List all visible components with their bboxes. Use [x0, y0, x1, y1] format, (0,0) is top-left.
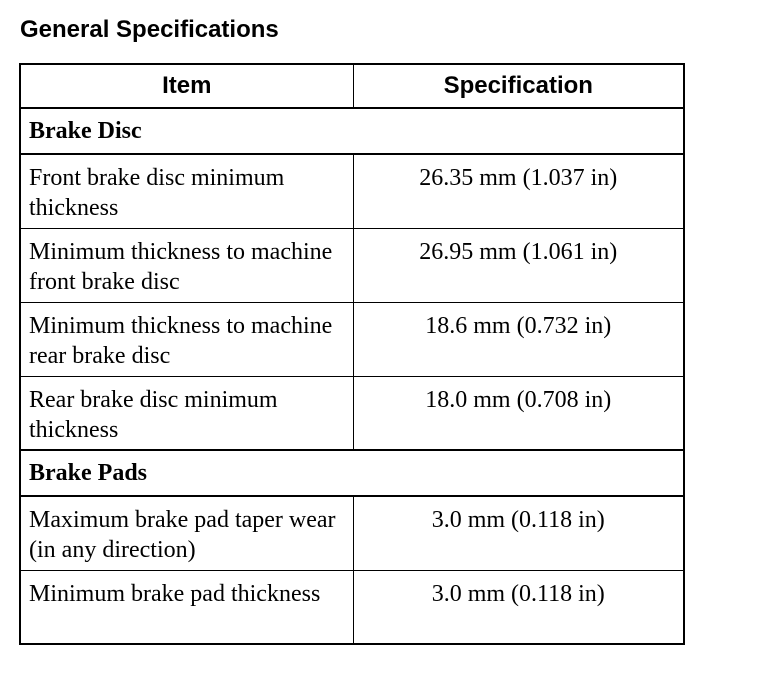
section-brake-pads: Brake Pads — [19, 449, 685, 497]
header-item: Item — [19, 63, 354, 109]
spec-cell: 18.6 mm (0.732 in) — [352, 301, 685, 377]
table-row: Minimum brake pad thickness 3.0 mm (0.11… — [19, 569, 685, 645]
spec-cell: 18.0 mm (0.708 in) — [352, 375, 685, 451]
item-cell: Minimum thickness to machine front brake… — [19, 227, 354, 303]
item-cell: Rear brake disc minimum thickness — [19, 375, 354, 451]
item-cell: Minimum brake pad thickness — [19, 569, 354, 645]
table-row: Front brake disc minimum thickness 26.35… — [19, 153, 685, 229]
spec-cell: 3.0 mm (0.118 in) — [352, 495, 685, 571]
header-row: Item Specification — [19, 63, 685, 109]
table-row: Maximum brake pad taper wear (in any dir… — [19, 495, 685, 571]
item-cell: Front brake disc minimum thickness — [19, 153, 354, 229]
section-brake-disc: Brake Disc — [19, 107, 685, 155]
item-cell: Maximum brake pad taper wear (in any dir… — [19, 495, 354, 571]
spec-cell: 3.0 mm (0.118 in) — [352, 569, 685, 645]
table-row: Minimum thickness to machine rear brake … — [19, 301, 685, 377]
item-cell: Minimum thickness to machine rear brake … — [19, 301, 354, 377]
spec-cell: 26.35 mm (1.037 in) — [352, 153, 685, 229]
table-row: Rear brake disc minimum thickness 18.0 m… — [19, 375, 685, 451]
spec-cell: 26.95 mm (1.061 in) — [352, 227, 685, 303]
specifications-table: Item Specification Brake Disc Front brak… — [19, 63, 685, 645]
page-title: General Specifications — [20, 16, 279, 43]
table-row: Minimum thickness to machine front brake… — [19, 227, 685, 303]
header-specification: Specification — [352, 63, 685, 109]
